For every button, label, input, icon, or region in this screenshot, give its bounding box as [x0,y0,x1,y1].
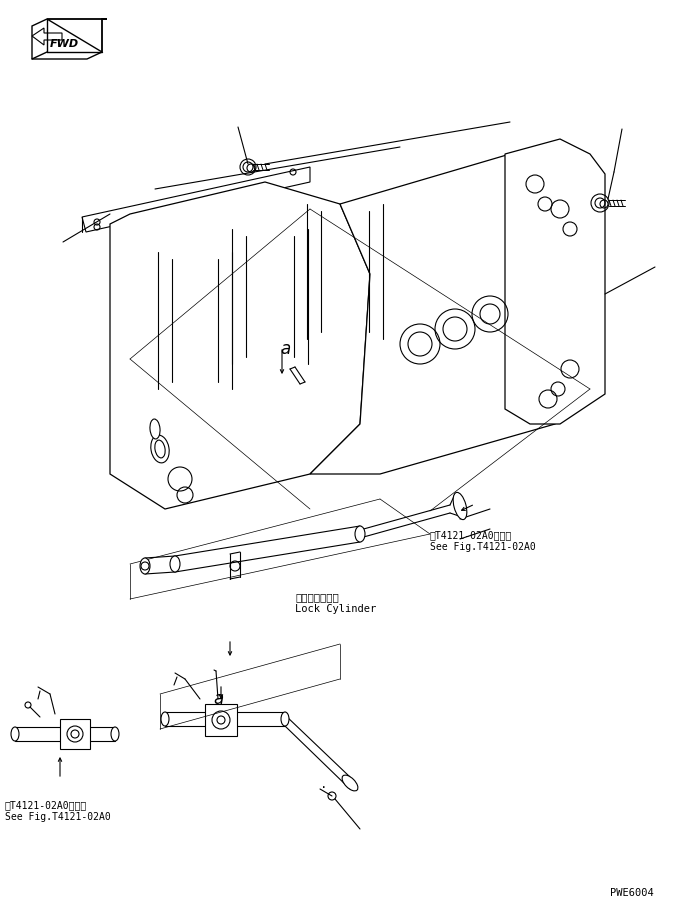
Ellipse shape [161,712,169,726]
Ellipse shape [453,493,467,520]
Ellipse shape [342,775,358,791]
Text: a: a [280,340,290,358]
Ellipse shape [140,558,150,574]
Text: See Fig.T4121-02A0: See Fig.T4121-02A0 [5,811,111,821]
Polygon shape [205,704,237,736]
Polygon shape [32,20,102,60]
Polygon shape [32,29,62,46]
Ellipse shape [281,712,289,726]
Ellipse shape [11,727,19,742]
Polygon shape [505,140,605,425]
Ellipse shape [355,527,365,542]
Ellipse shape [150,420,160,439]
Ellipse shape [151,435,169,464]
Polygon shape [310,155,600,475]
Text: FWD: FWD [50,39,79,49]
Text: 第T4121-02A0図参照: 第T4121-02A0図参照 [430,529,512,539]
Ellipse shape [155,441,165,458]
Polygon shape [60,719,90,749]
Text: See Fig.T4121-02A0: See Fig.T4121-02A0 [430,541,536,551]
Text: PWE6004: PWE6004 [610,887,654,897]
Ellipse shape [111,727,119,742]
Text: Lock Cylinder: Lock Cylinder [295,603,376,613]
Ellipse shape [170,557,180,572]
Text: .: . [320,777,328,790]
Text: a: a [213,690,223,707]
Polygon shape [82,168,310,232]
Polygon shape [110,183,370,509]
Text: 第T4121-02A0図参照: 第T4121-02A0図参照 [5,799,87,809]
Text: ロックシリンダ: ロックシリンダ [295,591,338,601]
